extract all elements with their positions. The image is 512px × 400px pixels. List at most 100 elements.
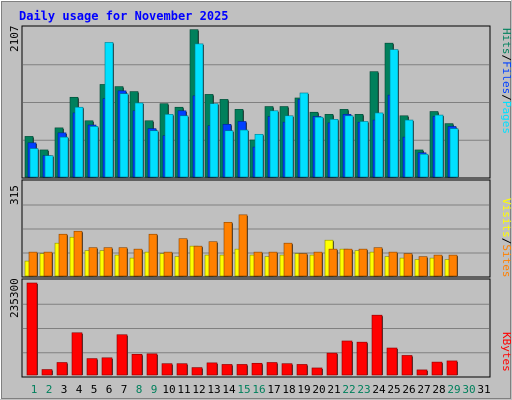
day-label: 26 [402, 383, 415, 396]
pages-bar [74, 106, 84, 178]
pages-bar [449, 128, 459, 178]
kbytes-bar [41, 369, 53, 376]
legend-kbytes: KBytes [500, 332, 512, 372]
sites-bar [268, 251, 278, 277]
kbytes-bar [131, 353, 143, 376]
legend-hits: Hits [500, 28, 512, 55]
sites-bar [298, 253, 308, 277]
pages-bar [404, 119, 414, 178]
day-label: 9 [151, 383, 158, 396]
pages-bar [374, 112, 384, 178]
sites-bar [373, 247, 383, 277]
pages-bar [59, 136, 69, 178]
day-label: 29 [447, 383, 460, 396]
sites-bar [193, 245, 203, 277]
pages-bar [299, 92, 309, 178]
legend-sep-1: / [500, 55, 512, 62]
pages-bar [29, 148, 39, 178]
day-label: 31 [477, 383, 490, 396]
day-label: 2 [46, 383, 53, 396]
legend-files: Files [500, 61, 512, 94]
pages-bar [344, 115, 354, 178]
kbytes-bar [56, 362, 68, 376]
sites-bar [148, 233, 158, 277]
pages-bar [284, 115, 294, 178]
day-label: 12 [192, 383, 205, 396]
sites-bar [73, 230, 83, 277]
sites-bars [24, 214, 458, 277]
kbytes-bar [281, 363, 293, 376]
day-label: 15 [237, 383, 250, 396]
legend-pages: Pages [500, 101, 512, 134]
day-label: 21 [327, 383, 340, 396]
pages-bar [329, 119, 339, 178]
day-label: 7 [121, 383, 128, 396]
chart-title: Daily usage for November 2025 [19, 9, 229, 23]
kbytes-bar [191, 367, 203, 376]
sites-bar [358, 248, 368, 277]
sites-bar [238, 214, 248, 277]
day-label: 6 [106, 383, 113, 396]
sites-bar [448, 254, 458, 277]
sites-bar [388, 251, 398, 277]
day-label: 10 [162, 383, 175, 396]
kbytes-bars [26, 282, 458, 376]
pages-bar [89, 126, 99, 178]
pages-bar [389, 49, 399, 178]
sites-bar [313, 251, 323, 277]
pages-bar [359, 121, 369, 178]
pages-bar [134, 102, 144, 178]
pages-bar [254, 133, 264, 178]
pages-bar [149, 130, 159, 178]
day-label: 18 [282, 383, 295, 396]
sites-bar [58, 233, 68, 277]
pages-bar [419, 153, 429, 178]
pages-bar [239, 129, 249, 178]
day-label: 28 [432, 383, 445, 396]
legend-visits: Visits [500, 198, 512, 238]
pages-bar [269, 110, 279, 178]
sites-bar [163, 251, 173, 277]
kbytes-ymax-label: 235300 [8, 278, 21, 318]
day-labels: 1 2 3 4 5 6 7 8 9 10 11 12 13 14 15 16 17 18 19 20 21 22 23 24 2… [31, 383, 491, 396]
kbytes-bar [251, 362, 263, 376]
day-label: 19 [297, 383, 310, 396]
kbytes-bar [386, 347, 398, 376]
kbytes-bar [401, 355, 413, 376]
kbytes-bar [296, 364, 308, 376]
day-label: 24 [372, 383, 386, 396]
kbytes-bar [341, 340, 353, 376]
pages-bar [209, 103, 219, 178]
kbytes-bar [26, 282, 38, 376]
sites-bar [253, 251, 263, 277]
day-label: 20 [312, 383, 325, 396]
kbytes-bar [101, 357, 113, 376]
kbytes-bar [236, 364, 248, 376]
kbytes-bar [176, 363, 188, 376]
sites-bar [133, 248, 143, 277]
sites-bar [223, 221, 233, 277]
pages-bar [314, 116, 324, 178]
legend-sep-3: / [500, 238, 512, 245]
day-label: 11 [177, 383, 190, 396]
right-legend-mid: Visits/Sites [500, 198, 512, 278]
sites-bar [328, 248, 338, 277]
pages-bar [119, 93, 129, 178]
kbytes-bar [206, 362, 218, 376]
pages-bar [194, 43, 204, 178]
sites-bar [403, 253, 413, 277]
day-label: 5 [91, 383, 98, 396]
sites-bar [283, 242, 293, 277]
legend-sep-2: / [500, 94, 512, 101]
day-label: 16 [252, 383, 265, 396]
kbytes-bar [116, 334, 128, 376]
sites-bar [343, 248, 353, 277]
kbytes-bar [146, 353, 158, 376]
sites-bar [208, 241, 218, 277]
kbytes-bar [266, 362, 278, 376]
sites-bar [43, 251, 53, 277]
day-label: 14 [222, 383, 236, 396]
kbytes-bar [446, 360, 458, 376]
pages-bar [224, 130, 234, 178]
